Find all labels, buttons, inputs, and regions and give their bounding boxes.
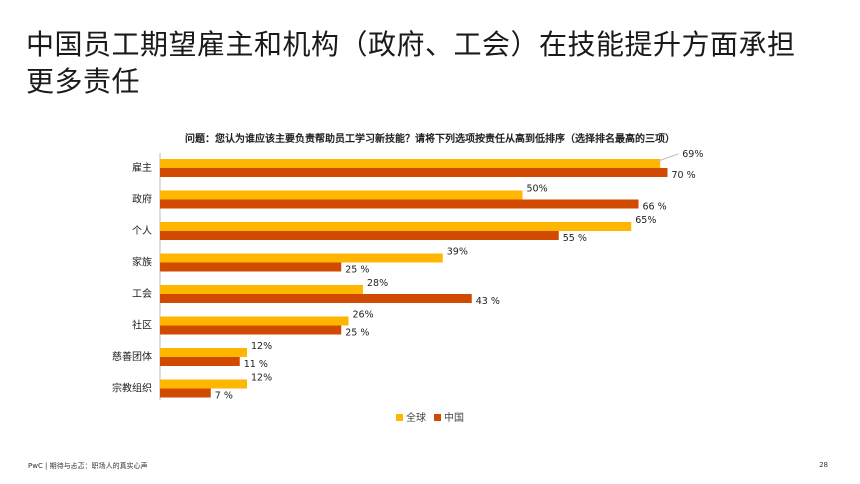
slide-title: 中国员工期望雇主和机构（政府、工会）在技能提升方面承担 更多责任 bbox=[26, 26, 826, 100]
bar-china bbox=[160, 199, 639, 209]
bar-global bbox=[160, 285, 363, 294]
legend-label-china: 中国 bbox=[444, 411, 464, 424]
label-leader-line bbox=[658, 153, 679, 162]
page-number: 28 bbox=[819, 461, 828, 469]
data-label-global: 12% bbox=[251, 373, 272, 384]
bar-chart: 雇主 69% 70 % 政府 50% 66 % 个人 65% 55 % 家族 39% 25 % 工会 28… bbox=[112, 149, 703, 424]
data-label-china: 66 % bbox=[643, 202, 667, 213]
legend-swatch-global bbox=[396, 414, 403, 421]
category-label: 工会 bbox=[132, 287, 152, 300]
bar-china bbox=[160, 168, 668, 177]
bar-global bbox=[160, 159, 661, 168]
category-label: 政府 bbox=[132, 193, 152, 206]
data-label-china: 43 % bbox=[476, 296, 500, 307]
title-line-2: 更多责任 bbox=[26, 65, 141, 98]
survey-question: 问题：您认为谁应该主要负责帮助员工学习新技能？请将下列选项按责任从高到低排序（选… bbox=[185, 134, 675, 145]
category-label: 家族 bbox=[132, 256, 152, 269]
bar-china bbox=[160, 262, 342, 272]
bar-china bbox=[160, 231, 559, 240]
bar-china bbox=[160, 294, 472, 303]
data-label-china: 55 % bbox=[563, 233, 587, 244]
bar-global bbox=[160, 379, 247, 389]
bar-global bbox=[160, 253, 443, 263]
category-label: 慈善团体 bbox=[112, 350, 152, 363]
bar-global bbox=[160, 348, 247, 357]
data-label-global: 26% bbox=[353, 310, 374, 321]
category-label: 社区 bbox=[132, 319, 152, 332]
data-label-global: 12% bbox=[251, 341, 272, 352]
data-label-china: 25 % bbox=[345, 265, 369, 276]
bar-global bbox=[160, 222, 632, 231]
category-label: 雇主 bbox=[132, 161, 152, 174]
data-label-china: 25 % bbox=[345, 328, 369, 339]
footer-source: PwC | 期待与忐忑：职场人的真实心声 bbox=[28, 462, 148, 470]
category-label: 个人 bbox=[132, 225, 152, 237]
data-label-global: 69% bbox=[682, 149, 703, 160]
data-label-global: 65% bbox=[635, 215, 656, 226]
data-label-china: 70 % bbox=[672, 170, 696, 181]
legend-swatch-china bbox=[434, 414, 441, 421]
legend-label-global: 全球 bbox=[406, 411, 426, 424]
bar-global bbox=[160, 190, 523, 200]
data-label-global: 28% bbox=[367, 278, 388, 289]
data-label-global: 39% bbox=[447, 247, 468, 258]
bar-china bbox=[160, 388, 211, 398]
title-line-1: 中国员工期望雇主和机构（政府、工会）在技能提升方面承担 bbox=[26, 28, 796, 61]
category-label: 宗教组织 bbox=[112, 382, 152, 395]
data-label-global: 50% bbox=[527, 184, 548, 195]
bar-global bbox=[160, 316, 349, 326]
bar-china bbox=[160, 357, 240, 366]
data-label-china: 7 % bbox=[215, 391, 233, 402]
bar-china bbox=[160, 325, 342, 335]
data-label-china: 11 % bbox=[244, 359, 268, 370]
